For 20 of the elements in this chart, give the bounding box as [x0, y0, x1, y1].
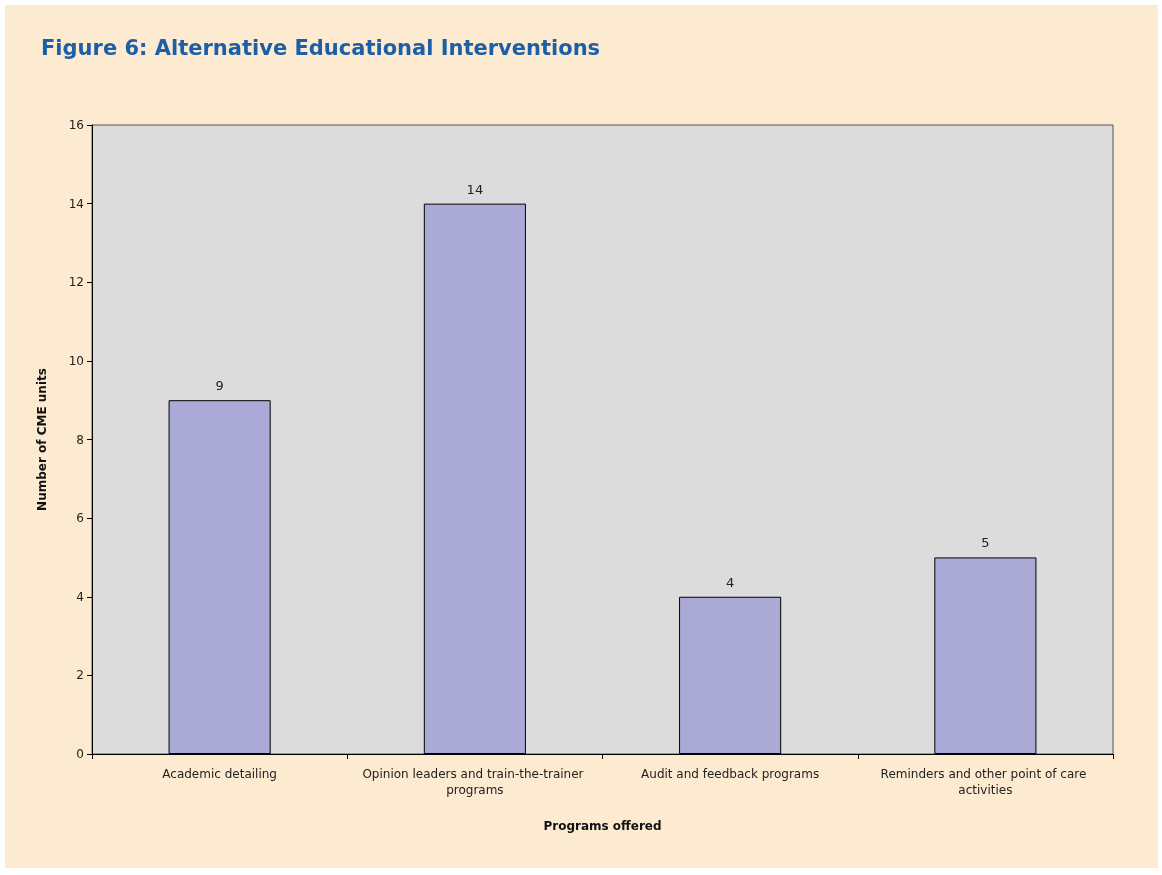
x-tick-label: Opinion leaders and train-the-trainer programs	[362, 767, 588, 797]
y-tick-label: 10	[68, 353, 84, 368]
data-label: 4	[725, 574, 735, 590]
y-tick-label: 6	[76, 511, 84, 526]
y-tick-label: 16	[68, 118, 84, 132]
x-tick-label: Reminders and other point of care activities	[880, 767, 1091, 797]
y-tick-label: 12	[68, 275, 84, 290]
data-label: 14	[466, 181, 484, 197]
y-tick-label: 4	[76, 589, 84, 604]
y-tick-label: 2	[76, 668, 84, 683]
x-tick-label: Audit and feedback programs	[641, 767, 820, 781]
chart-title: Figure 6: Alternative Educational Interventions	[41, 35, 601, 60]
y-axis-title: Number of CME units	[35, 368, 49, 511]
y-tick-label: 14	[68, 196, 84, 211]
y-tick-label: 8	[76, 432, 84, 447]
x-tick-label: Academic detailing	[162, 767, 277, 781]
data-label: 5	[981, 535, 990, 551]
data-label: 9	[215, 378, 224, 394]
y-tick-label: 0	[76, 747, 84, 761]
x-axis-title: Programs offered	[543, 819, 662, 833]
